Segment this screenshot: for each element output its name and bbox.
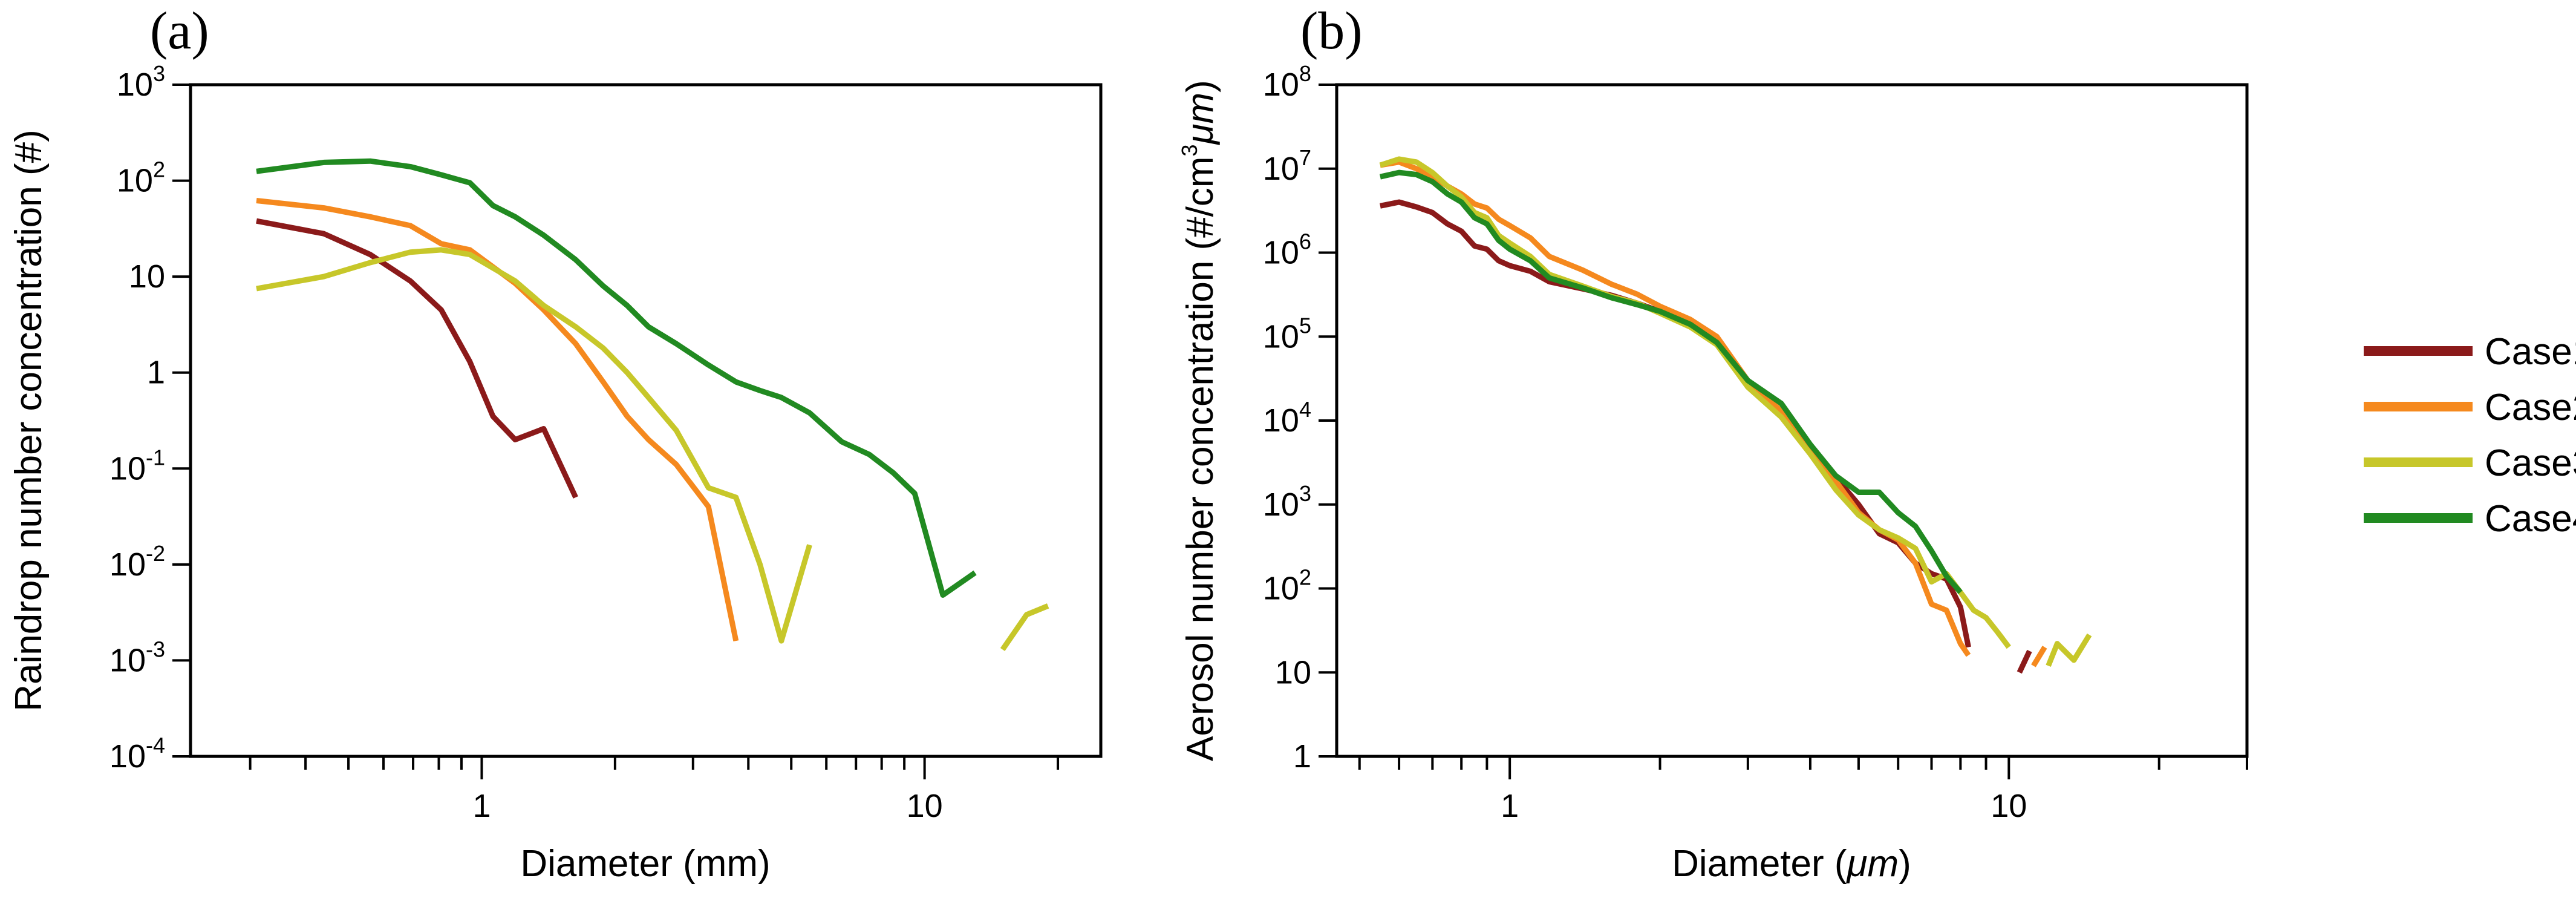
panel-a-ytick-label: 10-1: [109, 445, 165, 487]
panel-b-ytick-label: 103: [1263, 481, 1311, 523]
panel-b-series-case4: [1379, 169, 1963, 594]
panel-b-ytick-label: 107: [1263, 145, 1311, 187]
panel-a-label: (a): [150, 2, 209, 61]
panel-b-ytick-label: 102: [1263, 565, 1311, 607]
panel-a-series-case3: [256, 247, 812, 644]
panel-a-xtick-label: 10: [907, 788, 943, 824]
panel-b-xlabel-prefix: Diameter (: [1672, 843, 1847, 885]
legend-label-case1: Case1: [2485, 331, 2576, 373]
panel-a-xlabel: Diameter (mm): [520, 843, 770, 885]
panel-b-series-case1: [1380, 199, 1971, 648]
panel-a-ytick-label: 10: [129, 258, 165, 295]
panel-b-ylabel-prefix: Aerosol number concentration (#/cm: [1179, 156, 1221, 761]
panel-b-xlabel-suffix: ): [1899, 843, 1911, 885]
panel-b-ylabel-suffix: ): [1179, 80, 1221, 93]
panel-b-series: [1379, 156, 2092, 674]
panel-b-series-case1: [2017, 649, 2032, 674]
panel-a-ticks: 1 10 10-4 10-3 10-2 10-1 1 10 102 103: [109, 61, 1060, 824]
panel-a-xtick-label: 1: [472, 788, 491, 824]
panel-b-ylabel-unit: μm: [1179, 93, 1221, 146]
panel-b-label: (b): [1300, 2, 1363, 61]
panel-a-series-case3: [1000, 603, 1049, 651]
legend-label-case2: Case2: [2485, 387, 2576, 428]
panel-b-ylabel: Aerosol number concentration (#/cm3μm): [1177, 80, 1221, 761]
legend-label-case3: Case3: [2485, 442, 2576, 484]
panel-a-series-case4: [256, 158, 977, 598]
panel-b-ytick-label: 105: [1263, 313, 1311, 355]
panel-a-ytick-label: 10-2: [109, 541, 165, 583]
panel-b-ytick-label: 104: [1263, 397, 1311, 439]
panel-a-series-case1: [256, 218, 578, 499]
panel-b-ytick-label: 106: [1263, 229, 1311, 271]
panel-b-series-case3: [1379, 156, 2011, 649]
panel-b-series-case3: [2046, 633, 2092, 667]
panel-a-ytick-label: 1: [147, 355, 165, 391]
panel-b-series-case2: [2031, 646, 2047, 667]
panel-a: (a) 1 10 10-4 10-3 10-2 10-1 1 10 102 103 Diamete…: [8, 2, 1103, 885]
panel-a-ytick-label: 10-4: [109, 733, 165, 775]
panel-b: (b) 1 10 1 10 102 103 104 105 106 107 108 Diameter…: [1177, 2, 2249, 885]
legend-label-case4: Case4: [2485, 498, 2576, 540]
panel-b-xtick-label: 1: [1501, 788, 1519, 824]
panel-b-ylabel-sup: 3: [1177, 144, 1202, 156]
panel-a-series: [256, 158, 1049, 651]
panel-a-ytick-label: 102: [117, 157, 165, 199]
panel-a-ytick-label: 103: [117, 61, 165, 103]
panel-b-xlabel-unit: μm: [1846, 843, 1899, 885]
panel-a-ylabel: Raindrop number concentration (#): [8, 129, 50, 712]
panel-b-xtick-label: 10: [1991, 788, 2027, 824]
legend: Case1 Case2 Case3 Case4: [2364, 331, 2576, 540]
panel-a-ytick-label: 10-3: [109, 637, 165, 678]
panel-b-ytick-label: 10: [1275, 654, 1311, 690]
panel-b-ytick-label: 108: [1263, 61, 1311, 103]
panel-a-plot-frame: [189, 83, 1103, 758]
panel-b-ticks: 1 10 1 10 102 103 104 105 106 107 108: [1263, 61, 2248, 824]
panel-b-ytick-label: 1: [1293, 738, 1311, 775]
panel-b-xlabel: Diameter (μm): [1672, 843, 1911, 885]
panel-a-series-case2: [256, 198, 739, 642]
